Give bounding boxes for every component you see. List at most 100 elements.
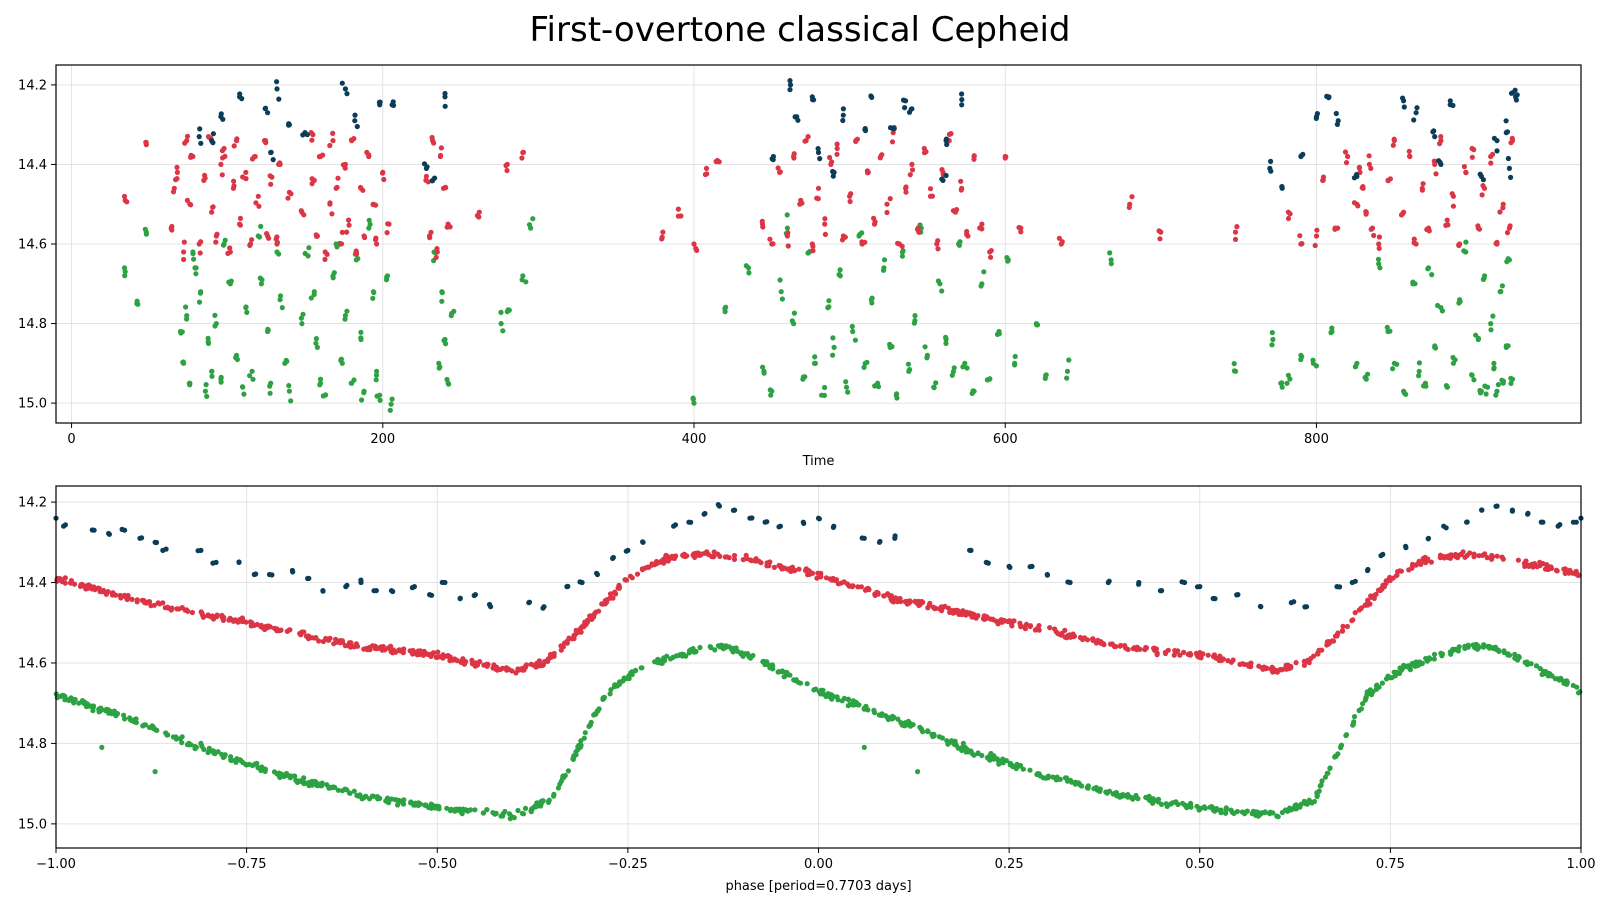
data-point	[1428, 559, 1434, 565]
data-point	[861, 744, 867, 751]
data-point	[826, 298, 832, 304]
data-point	[1154, 652, 1160, 658]
data-point	[274, 234, 280, 240]
data-point	[121, 712, 127, 718]
data-point	[353, 251, 360, 257]
data-point	[1431, 128, 1437, 134]
data-point	[1313, 233, 1320, 239]
data-point	[526, 599, 533, 605]
data-point	[864, 359, 870, 365]
data-point	[1444, 384, 1450, 390]
data-point	[1508, 380, 1514, 386]
data-point	[834, 151, 840, 157]
data-point	[239, 96, 245, 102]
data-point	[1241, 661, 1247, 668]
data-point	[588, 719, 594, 725]
data-point	[270, 157, 276, 163]
data-point	[1509, 508, 1515, 514]
data-point	[764, 519, 770, 525]
data-point	[1352, 610, 1358, 616]
data-point	[996, 619, 1002, 625]
data-point	[198, 239, 204, 245]
data-point	[135, 301, 141, 307]
data-point	[933, 380, 939, 386]
data-point	[1368, 692, 1375, 698]
data-point	[1507, 223, 1513, 229]
data-point	[1211, 652, 1217, 658]
data-point	[1000, 756, 1006, 762]
data-point	[1257, 603, 1263, 610]
data-point	[1093, 784, 1099, 791]
data-point	[266, 235, 272, 241]
data-point	[659, 236, 665, 242]
data-point	[1391, 136, 1397, 142]
data-point	[1315, 651, 1321, 657]
data-point	[1526, 563, 1532, 570]
data-point	[388, 647, 394, 653]
data-point	[122, 273, 128, 279]
x-tick-label: −0.25	[608, 857, 648, 872]
data-point	[1464, 552, 1470, 559]
data-point	[713, 158, 719, 165]
data-point	[767, 236, 773, 242]
data-point	[286, 122, 292, 128]
data-point	[327, 635, 333, 641]
data-point	[237, 618, 243, 624]
data-point	[1405, 663, 1411, 669]
data-point	[1286, 807, 1292, 813]
data-point	[673, 553, 679, 559]
data-point	[300, 311, 306, 317]
data-point	[119, 526, 125, 533]
data-point	[854, 136, 861, 142]
data-point	[472, 807, 478, 813]
data-point	[638, 665, 644, 671]
data-point	[935, 238, 941, 244]
data-point	[58, 576, 64, 582]
data-point	[339, 80, 345, 86]
data-point	[1293, 806, 1299, 812]
data-point	[142, 722, 149, 728]
data-point	[875, 384, 882, 390]
data-point	[1463, 239, 1469, 245]
data-point	[1376, 241, 1382, 247]
x-tick-label: 0	[67, 432, 75, 447]
data-point	[431, 803, 437, 809]
data-point	[1269, 342, 1275, 348]
data-point	[459, 811, 465, 817]
data-point	[511, 815, 517, 821]
data-point	[1417, 659, 1423, 665]
data-point	[1365, 566, 1371, 573]
data-point	[306, 575, 312, 582]
data-point	[1339, 628, 1346, 634]
data-point	[843, 379, 849, 385]
data-point	[192, 265, 198, 271]
data-point	[1437, 159, 1443, 165]
data-point	[877, 538, 883, 545]
data-point	[83, 586, 89, 592]
data-point	[629, 671, 635, 678]
data-point	[1274, 813, 1280, 819]
x-tick-label: −0.75	[227, 857, 267, 872]
data-point	[1498, 288, 1504, 295]
data-point	[798, 197, 804, 203]
data-point	[1158, 801, 1165, 808]
data-point	[690, 395, 696, 401]
data-point	[1207, 804, 1213, 810]
data-point	[1108, 257, 1114, 263]
data-point	[1279, 384, 1285, 390]
data-point	[1225, 658, 1231, 664]
data-point	[385, 798, 391, 804]
data-point	[146, 599, 153, 605]
data-point	[481, 810, 487, 816]
data-point	[1358, 605, 1364, 611]
data-point	[276, 251, 282, 257]
data-point	[1483, 391, 1489, 397]
data-point	[1375, 587, 1382, 593]
data-point	[1435, 302, 1441, 309]
data-point	[196, 299, 203, 305]
data-point	[1106, 578, 1112, 584]
data-point	[1352, 578, 1358, 584]
panel-bottom: −1.00 −0.75 −0.50 −0.25 0.00 0.25 0.50 0.75 1.00…	[18, 485, 1595, 894]
data-point	[1496, 648, 1502, 655]
data-point	[1301, 798, 1307, 805]
